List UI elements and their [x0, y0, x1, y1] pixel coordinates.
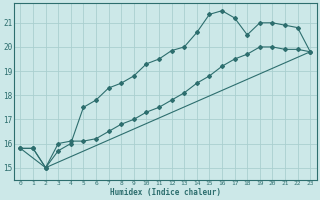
X-axis label: Humidex (Indice chaleur): Humidex (Indice chaleur): [110, 188, 221, 197]
